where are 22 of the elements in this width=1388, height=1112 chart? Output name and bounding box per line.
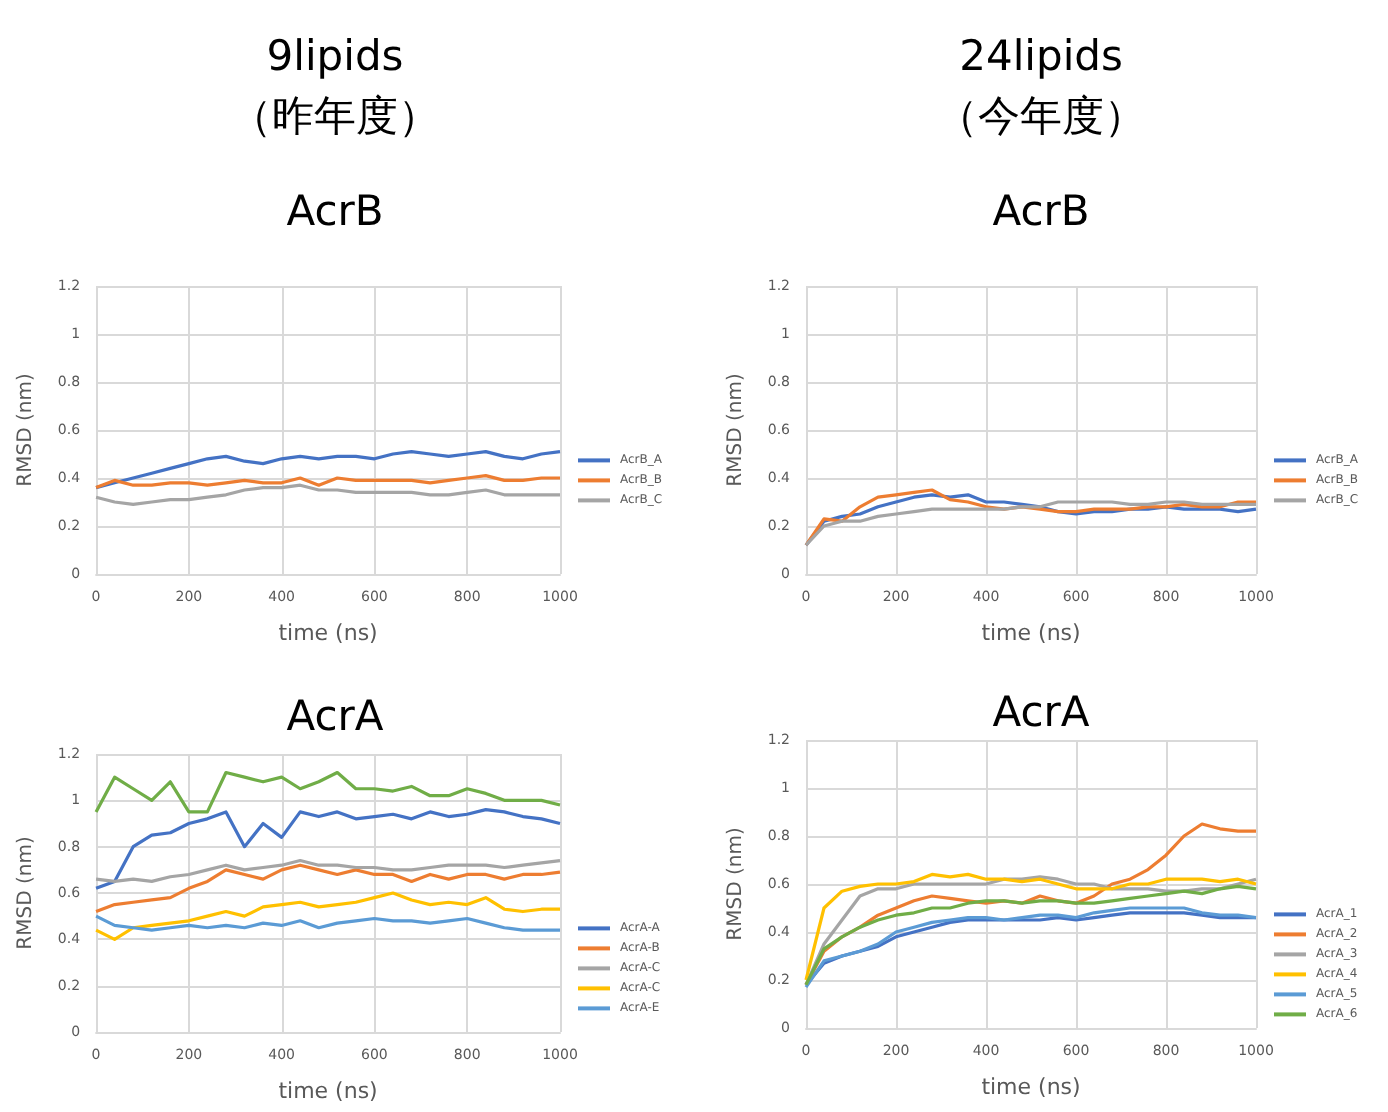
line-series <box>94 891 562 941</box>
x-axis-title: time (ns) <box>278 1078 378 1104</box>
line-series <box>94 808 562 890</box>
x-axis-title: time (ns) <box>278 620 378 646</box>
chart-subtitle: AcrB <box>992 187 1090 235</box>
chart-subtitle: AcrB <box>286 187 384 235</box>
y-axis-title: RMSD (nm) <box>724 827 747 941</box>
chart-title: 24lipids （今年度） <box>936 32 1146 140</box>
x-axis-title: time (ns) <box>981 1074 1081 1100</box>
y-axis-title: RMSD (nm) <box>724 373 747 487</box>
line-series <box>94 483 562 506</box>
chart-title: AcrA <box>286 692 385 740</box>
line-series <box>94 914 562 932</box>
line-series <box>94 770 562 814</box>
line-series <box>94 858 562 884</box>
y-axis-title: RMSD (nm) <box>15 836 37 950</box>
x-axis-title: time (ns) <box>981 620 1081 646</box>
y-axis-title: RMSD (nm) <box>15 373 37 487</box>
chart-title: 9lipids （昨年度） <box>230 32 440 140</box>
chart-title: AcrA <box>992 688 1091 736</box>
line-series <box>94 863 562 914</box>
line-series <box>94 450 562 490</box>
